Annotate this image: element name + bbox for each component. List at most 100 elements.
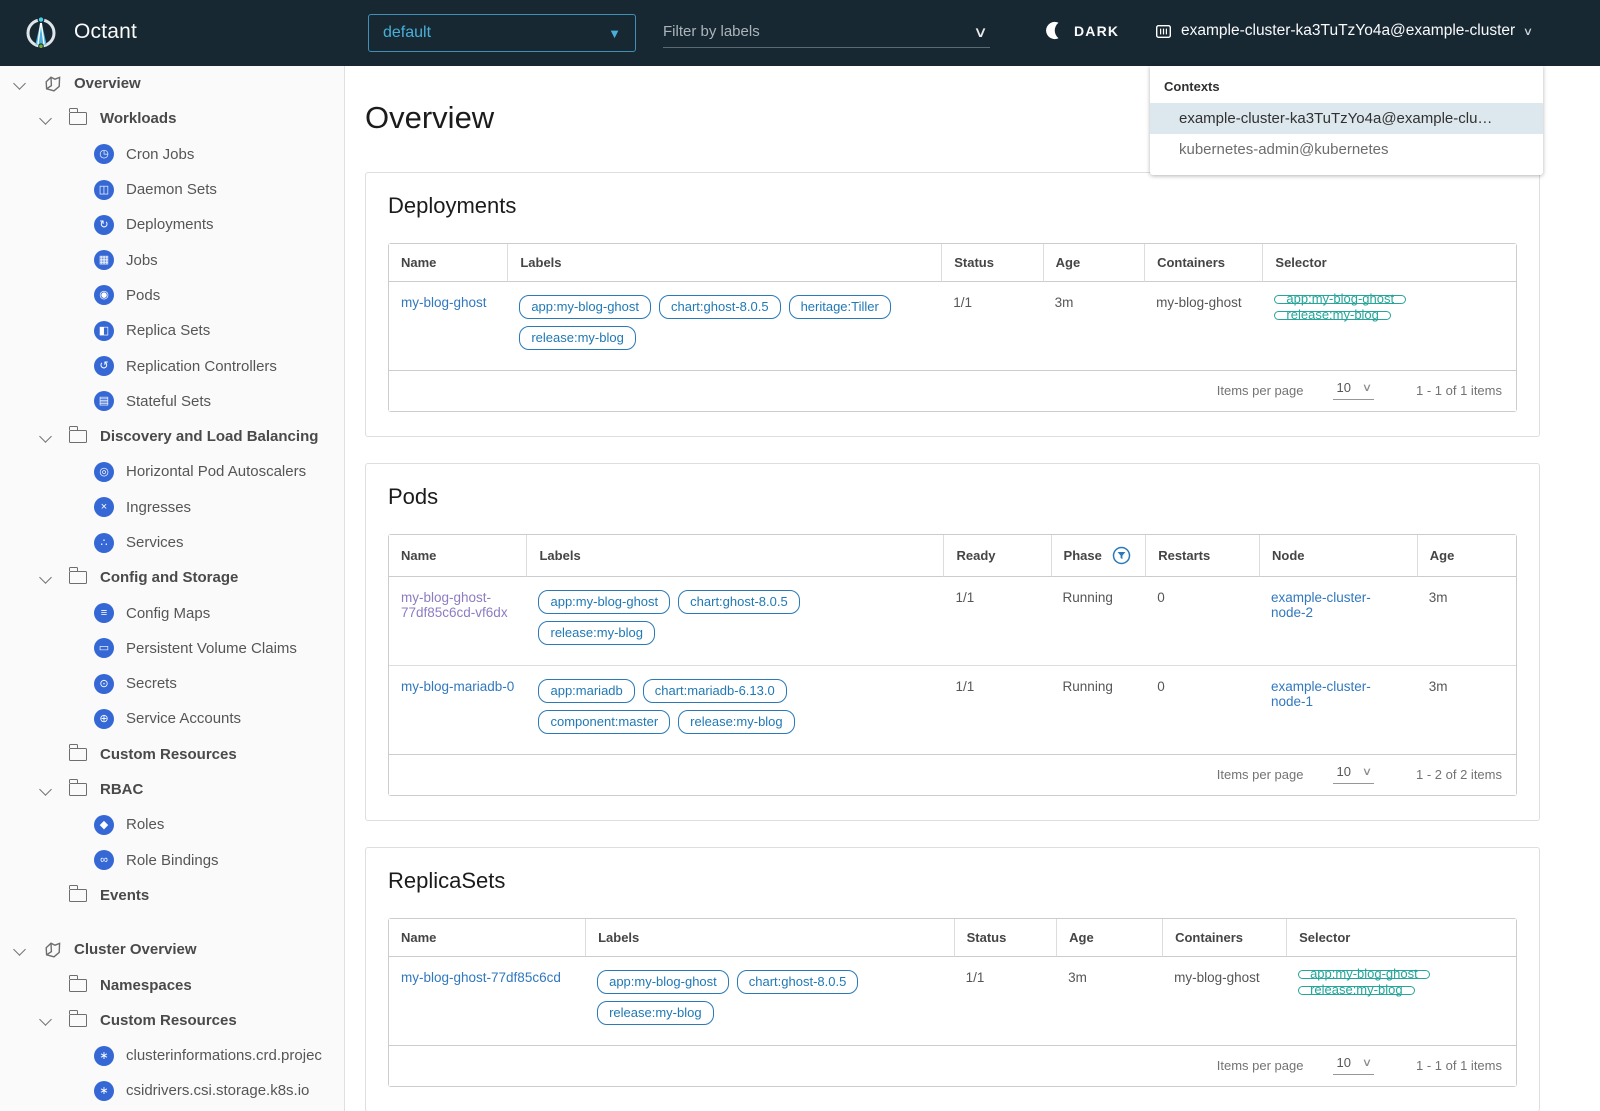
chevron-down-icon[interactable] [38, 429, 54, 445]
top-navbar: Octant default ▼ ∨ DARK example-cluster-… [0, 0, 1600, 66]
sidebar-item-config-maps[interactable]: ≡ Config Maps [0, 595, 344, 630]
sidebar-item-roles[interactable]: ◆ Roles [0, 807, 344, 842]
page-size-select[interactable]: 10 ∨ [1333, 764, 1375, 784]
label-tag[interactable]: app:my-blog-ghost [519, 295, 651, 319]
folder-icon [68, 426, 87, 444]
replicaset-name-link[interactable]: my-blog-ghost-77df85c6cd [401, 970, 561, 985]
sidebar-item-jobs[interactable]: ▦ Jobs [0, 242, 344, 277]
deployments-icon: ↻ [94, 214, 114, 235]
overview-icon [45, 75, 61, 92]
chevron-down-icon[interactable] [38, 111, 54, 127]
sidebar-item-horizontal-pod-autoscalers[interactable]: ◎ Horizontal Pod Autoscalers [0, 454, 344, 489]
selector-tag[interactable]: release:my-blog [1298, 983, 1415, 996]
label-tag[interactable]: app:my-blog-ghost [538, 590, 671, 614]
chevron-down-icon[interactable] [38, 782, 54, 798]
context-menu-item-selected[interactable]: example-cluster-ka3TuTzYo4a@example-clu… [1150, 103, 1543, 134]
chevron-down-icon[interactable] [12, 942, 28, 958]
chevron-down-icon[interactable] [38, 1012, 54, 1028]
restarts-cell: 0 [1145, 577, 1260, 665]
sidebar-item-role-bindings[interactable]: ∞ Role Bindings [0, 843, 344, 878]
sidebar-item-secrets[interactable]: ⊙ Secrets [0, 666, 344, 701]
sidebar-item-services[interactable]: ∴ Services [0, 525, 344, 560]
sidebar-item-persistent-volume-claims[interactable]: ▭ Persistent Volume Claims [0, 631, 344, 666]
column-header-labels: Labels [507, 244, 942, 282]
column-header-name: Name [389, 535, 527, 577]
sidebar-section-gap [0, 913, 344, 932]
label-tag[interactable]: chart:mariadb-6.13.0 [642, 679, 787, 703]
label-tag[interactable]: release:my-blog [678, 710, 795, 734]
contexts-dropdown-title: Contexts [1164, 79, 1220, 94]
context-switcher[interactable]: example-cluster-ka3TuTzYo4a@example-clus… [1155, 22, 1533, 40]
label-tag[interactable]: chart:ghost-8.0.5 [678, 590, 800, 614]
sidebar-item-ingresses[interactable]: × Ingresses [0, 490, 344, 525]
sidebar-item-csidrivers-crd[interactable]: ∗ csidrivers.csi.storage.k8s.io [0, 1073, 344, 1108]
status-cell: 1/1 [941, 282, 1043, 370]
chevron-down-icon[interactable] [12, 76, 28, 92]
service-accounts-icon: ⊕ [94, 708, 114, 729]
moon-icon [1046, 21, 1059, 40]
restarts-cell: 0 [1145, 665, 1260, 754]
sidebar-item-deployments[interactable]: ↻ Deployments [0, 207, 344, 242]
sidebar-item-rbac[interactable]: RBAC [0, 772, 344, 807]
sidebar-item-workloads[interactable]: Workloads [0, 101, 344, 136]
sidebar-item-events[interactable]: Events [0, 878, 344, 913]
dark-theme-toggle[interactable]: DARK [1046, 21, 1119, 40]
folder-icon [68, 743, 87, 761]
label-tag[interactable]: component:master [538, 710, 671, 734]
label-tag[interactable]: release:my-blog [597, 1001, 714, 1025]
label-tag[interactable]: release:my-blog [538, 621, 655, 645]
sidebar-item-cluster-overview[interactable]: Cluster Overview [0, 932, 344, 967]
namespace-select-value: default [383, 24, 432, 41]
app-title: Octant [74, 20, 138, 43]
label-tag[interactable]: app:my-blog-ghost [597, 970, 729, 994]
page-size-select[interactable]: 10 ∨ [1333, 1055, 1375, 1075]
deployment-name-link[interactable]: my-blog-ghost [401, 295, 487, 310]
namespace-select[interactable]: default ▼ [368, 14, 636, 52]
column-header-node: Node [1259, 535, 1417, 577]
table-row: my-blog-mariadb-0 app:mariadb chart:maria… [389, 665, 1516, 754]
sidebar-item-replication-controllers[interactable]: ↺ Replication Controllers [0, 348, 344, 383]
roles-icon: ◆ [94, 814, 114, 835]
label-tag[interactable]: heritage:Tiller [788, 295, 891, 319]
sidebar-item-discovery-and-load-balancing[interactable]: Discovery and Load Balancing [0, 419, 344, 454]
column-header-labels: Labels [585, 919, 954, 957]
label-tag[interactable]: chart:ghost-8.0.5 [659, 295, 781, 319]
pod-name-link[interactable]: my-blog-mariadb-0 [401, 679, 515, 694]
sidebar-item-custom-resources[interactable]: Custom Resources [0, 737, 344, 772]
sidebar-item-stateful-sets[interactable]: ▤ Stateful Sets [0, 384, 344, 419]
items-per-page-label: Items per page [1216, 766, 1304, 782]
brand[interactable]: Octant [22, 13, 137, 51]
column-header-containers: Containers [1144, 244, 1263, 282]
sidebar-item-config-and-storage[interactable]: Config and Storage [0, 560, 344, 595]
sidebar-item-clusterinformations-crd[interactable]: ∗ clusterinformations.crd.projec [0, 1038, 344, 1073]
config-maps-icon: ≡ [94, 603, 114, 624]
page-size-select[interactable]: 10 ∨ [1333, 380, 1375, 400]
sidebar-item-cluster-custom-resources[interactable]: Custom Resources [0, 1003, 344, 1038]
node-link[interactable]: example-cluster-node-1 [1271, 679, 1371, 709]
chevron-down-icon[interactable]: ∨ [973, 23, 988, 41]
sidebar-item-namespaces[interactable]: Namespaces [0, 967, 344, 1002]
column-header-labels: Labels [526, 535, 944, 577]
sidebar-item-cron-jobs[interactable]: ◷ Cron Jobs [0, 137, 344, 172]
label-tag[interactable]: app:mariadb [538, 679, 635, 703]
label-tag[interactable]: release:my-blog [519, 326, 636, 350]
items-per-page-label: Items per page [1216, 382, 1304, 398]
sidebar-item-pods[interactable]: ◉ Pods [0, 278, 344, 313]
label-filter-input[interactable] [663, 23, 943, 40]
column-header-restarts: Restarts [1145, 535, 1260, 577]
context-menu-item[interactable]: kubernetes-admin@kubernetes [1179, 141, 1389, 158]
filter-icon[interactable] [1112, 546, 1131, 565]
sidebar-item-service-accounts[interactable]: ⊕ Service Accounts [0, 701, 344, 736]
pod-name-link[interactable]: my-blog-ghost-77df85c6cd-vf6dx [401, 590, 508, 620]
selector-tag[interactable]: app:my-blog-ghost [1298, 967, 1430, 980]
sidebar-item-replica-sets[interactable]: ◧ Replica Sets [0, 313, 344, 348]
node-link[interactable]: example-cluster-node-2 [1271, 590, 1371, 620]
sidebar-item-daemon-sets[interactable]: ◫ Daemon Sets [0, 172, 344, 207]
cluster-icon [1156, 24, 1172, 38]
contexts-dropdown: Contexts example-cluster-ka3TuTzYo4a@exa… [1150, 66, 1543, 175]
sidebar-item-overview[interactable]: Overview [0, 66, 344, 101]
selector-tag[interactable]: release:my-blog [1274, 308, 1391, 321]
chevron-down-icon[interactable] [38, 570, 54, 586]
label-tag[interactable]: chart:ghost-8.0.5 [736, 970, 859, 994]
selector-tag[interactable]: app:my-blog-ghost [1274, 292, 1407, 305]
